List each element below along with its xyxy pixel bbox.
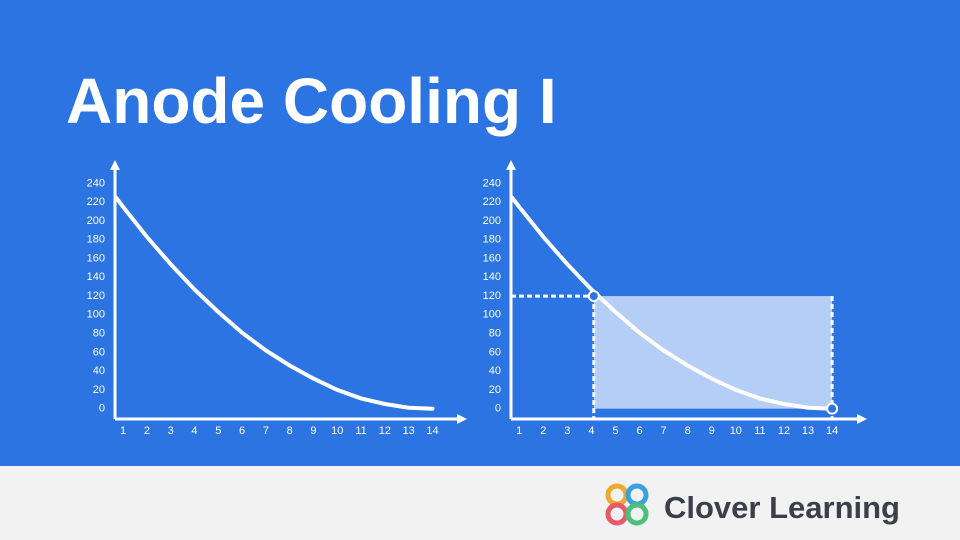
x-tick-label: 10 (730, 425, 742, 437)
x-axis-arrow (857, 414, 867, 424)
x-tick-label: 8 (685, 425, 691, 437)
y-tick-label: 60 (489, 346, 501, 358)
x-tick-label: 7 (661, 425, 667, 437)
x-tick-label: 1 (516, 425, 522, 437)
y-tick-label: 200 (87, 215, 105, 227)
point (587, 290, 600, 303)
y-tick-label: 20 (489, 384, 501, 396)
point (826, 402, 839, 415)
x-tick-label: 3 (168, 425, 174, 437)
curve (510, 195, 835, 411)
highlight-area (593, 296, 833, 409)
x-tick-label: 8 (287, 425, 293, 437)
x-tick-label: 14 (426, 425, 438, 437)
x-tick-label: 10 (331, 425, 343, 437)
y-tick-label: 80 (489, 328, 501, 340)
x-tick-label: 3 (564, 425, 570, 437)
x-tick-label: 2 (540, 425, 546, 437)
y-tick-label: 20 (93, 384, 105, 396)
x-tick-label: 13 (403, 425, 415, 437)
x-tick-label: 4 (588, 425, 594, 437)
y-tick-label: 200 (483, 215, 501, 227)
x-tick-label: 12 (778, 425, 790, 437)
y-tick-label: 0 (99, 403, 105, 415)
x-tick-label: 9 (310, 425, 316, 437)
logo (605, 483, 649, 526)
slide-title: Anode Cooling I (66, 65, 557, 137)
y-tick-label: 120 (483, 290, 501, 302)
y-tick-label: 160 (87, 252, 105, 264)
y-tick-label: 120 (87, 290, 105, 302)
curve (114, 195, 435, 411)
x-tick-label: 1 (120, 425, 126, 437)
y-tick-label: 0 (495, 403, 501, 415)
y-tick-label: 160 (483, 252, 501, 264)
x-tick-label: 4 (191, 425, 197, 437)
x-tick-label: 7 (263, 425, 269, 437)
x-tick-label: 12 (379, 425, 391, 437)
y-tick-label: 60 (93, 346, 105, 358)
x-axis-arrow (457, 414, 467, 424)
footer (0, 466, 960, 540)
y-tick-label: 40 (489, 365, 501, 377)
y-tick-label: 240 (483, 177, 501, 189)
y-tick-label: 100 (483, 309, 501, 321)
y-tick-label: 180 (483, 234, 501, 246)
y-axis-arrow (110, 160, 120, 170)
y-tick-label: 100 (87, 309, 105, 321)
x-tick-label: 9 (709, 425, 715, 437)
x-tick-label: 11 (754, 425, 765, 437)
brand-name: Clover Learning (664, 490, 900, 525)
y-tick-label: 80 (93, 328, 105, 340)
y-axis-arrow (506, 160, 516, 170)
x-tick-label: 6 (239, 425, 245, 437)
x-tick-label: 11 (355, 425, 366, 437)
y-tick-label: 240 (87, 177, 105, 189)
y-tick-label: 140 (87, 271, 105, 283)
x-tick-label: 5 (215, 425, 221, 437)
x-tick-label: 6 (636, 425, 642, 437)
y-tick-label: 40 (93, 365, 105, 377)
x-tick-label: 14 (826, 425, 838, 437)
x-tick-label: 13 (802, 425, 814, 437)
y-tick-label: 220 (483, 196, 501, 208)
x-tick-label: 5 (612, 425, 618, 437)
y-tick-label: 220 (87, 196, 105, 208)
y-tick-label: 140 (483, 271, 501, 283)
x-tick-label: 2 (144, 425, 150, 437)
y-tick-label: 180 (87, 234, 105, 246)
